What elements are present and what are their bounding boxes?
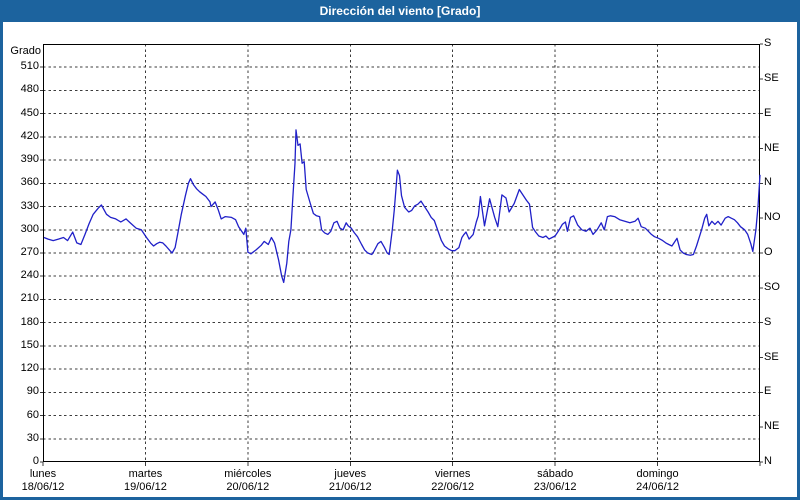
compass-tick-label: NE [764,141,780,154]
y-axis-tick-label: 0 [32,455,39,467]
y-axis-tick-label: 90 [26,385,39,398]
y-axis-tick-label: 150 [20,338,39,351]
day-label: miércoles 20/06/12 [193,468,303,494]
day-date: 22/06/12 [431,481,475,493]
y-axis-tick-label: 510 [20,60,39,73]
day-name: domingo [636,468,679,480]
compass-tick-label: S [764,315,772,328]
compass-tick-label: E [764,385,772,398]
compass-tick-label: E [764,106,772,119]
y-axis-tick-label: 30 [26,431,39,444]
day-date: 20/06/12 [226,481,270,493]
y-axis-title: Grado [10,45,41,57]
y-axis-tick-label: 210 [20,292,39,305]
compass-tick-label: NE [764,420,780,433]
day-label: viernes 22/06/12 [398,468,508,494]
wind-direction-line [43,129,761,284]
day-label: martes 19/06/12 [90,468,200,494]
y-axis-tick-label: 180 [20,315,39,328]
day-name: sábado [537,468,574,480]
day-date: 18/06/12 [21,481,65,493]
compass-tick-label: SE [764,350,779,363]
plot-border [43,44,760,462]
compass-tick-label: NO [764,211,781,224]
y-axis-tick-label: 330 [20,199,39,212]
y-axis-tick-label: 60 [26,408,39,421]
day-name: viernes [434,468,471,480]
y-axis-tick-label: 240 [20,269,39,282]
y-axis-tick-label: 300 [20,222,39,235]
y-axis-tick-label: 270 [20,246,39,258]
chart-title: Dirección del viento [Grado] [319,4,481,18]
compass-tick-label: N [764,176,772,189]
y-axis-tick-label: 360 [20,176,39,189]
day-label: domingo 24/06/12 [603,468,713,494]
compass-tick-label: SO [764,280,780,293]
plot-area [40,43,763,466]
compass-tick-label: O [764,246,773,258]
compass-tick-label: SE [764,71,779,84]
day-label: lunes 18/06/12 [3,468,98,494]
day-name: miércoles [224,468,272,480]
title-bar: Dirección del viento [Grado] [3,3,797,22]
y-axis-tick-label: 480 [20,83,39,96]
y-axis-tick-label: 390 [20,153,39,166]
compass-tick-label: N [764,455,772,467]
day-date: 23/06/12 [533,481,577,493]
day-name: lunes [29,468,57,480]
day-label: jueves 21/06/12 [295,468,405,494]
day-name: jueves [334,468,367,480]
day-date: 21/06/12 [328,481,372,493]
day-name: martes [128,468,163,480]
day-label: sábado 23/06/12 [500,468,610,494]
day-date: 19/06/12 [124,481,167,493]
y-axis-tick-label: 120 [20,362,39,375]
compass-tick-label: S [764,37,772,49]
y-axis-tick-label: 420 [20,129,39,142]
y-axis-tick-label: 450 [20,106,39,119]
day-date: 24/06/12 [636,481,679,493]
